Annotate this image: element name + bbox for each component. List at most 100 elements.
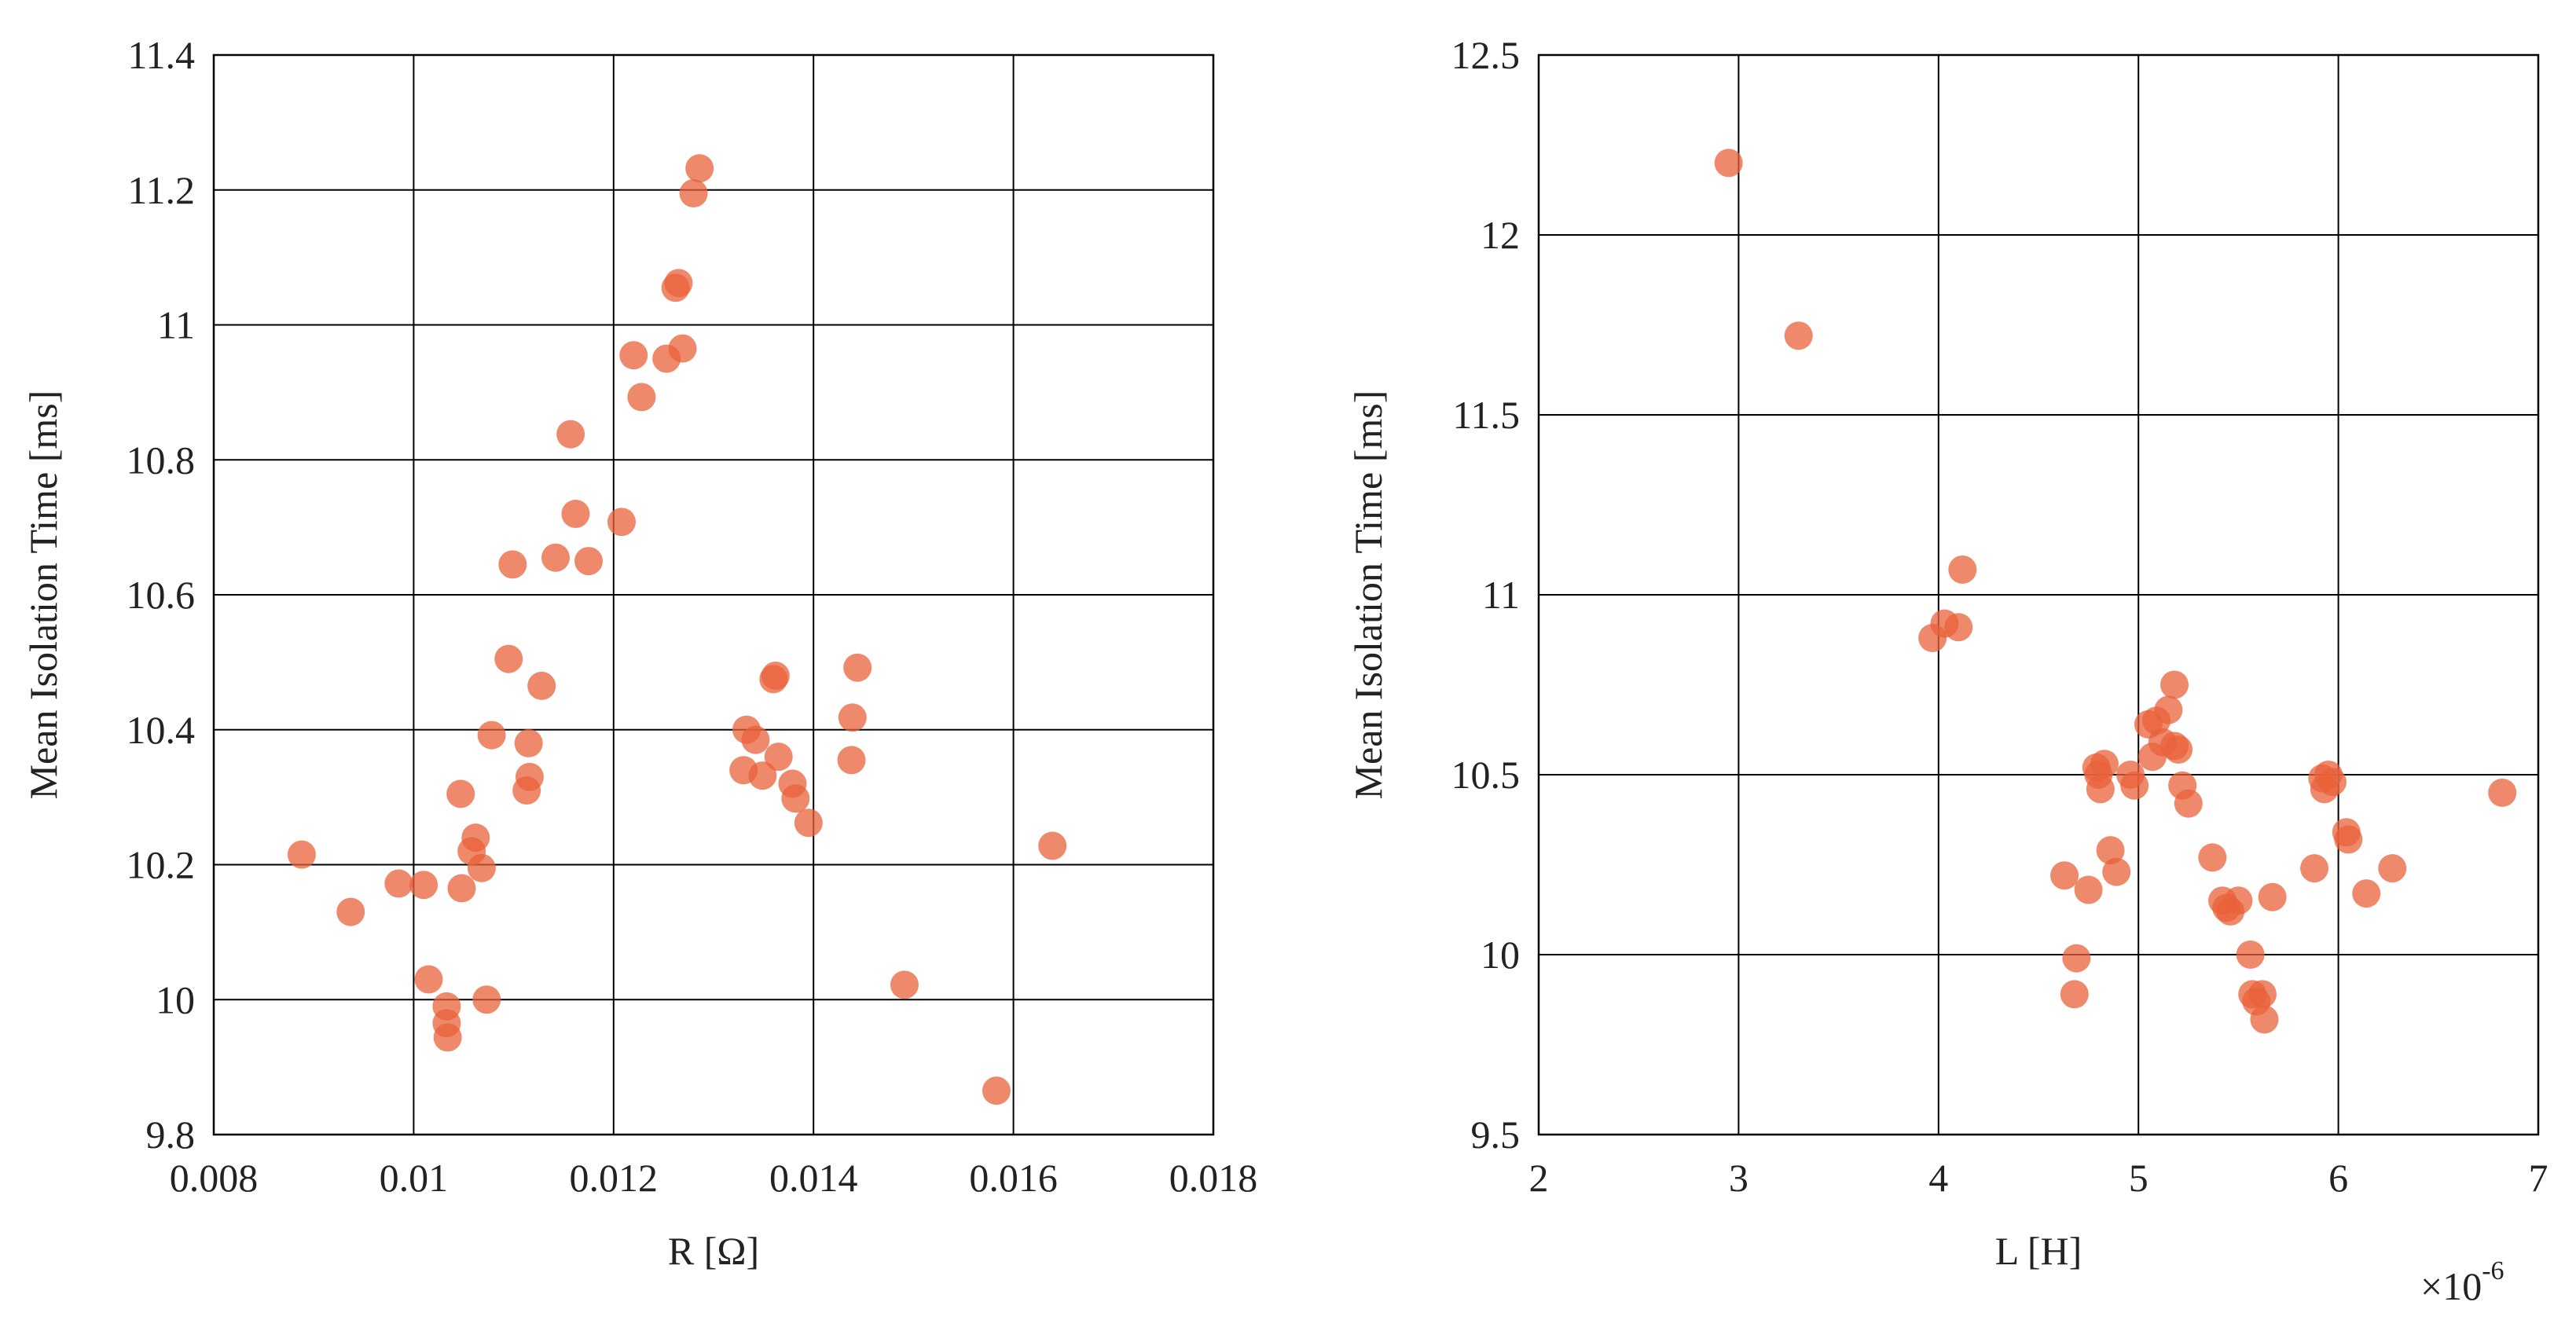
data-point	[2090, 750, 2119, 778]
x-tick-label: 5	[2129, 1156, 2149, 1200]
data-point	[781, 784, 809, 812]
data-point	[409, 871, 438, 899]
x-tick-label: 4	[1928, 1156, 1948, 1200]
x-tick-label: 0.014	[769, 1156, 858, 1200]
data-point	[627, 383, 655, 411]
data-point	[2352, 879, 2380, 908]
y-tick-label: 10.5	[1451, 753, 1521, 797]
data-point	[838, 703, 867, 732]
data-point	[2154, 696, 2182, 724]
data-point	[1715, 148, 1743, 177]
data-point	[669, 335, 697, 363]
data-point	[890, 970, 919, 999]
y-tick-label: 11.5	[1452, 393, 1520, 437]
data-point	[2060, 980, 2089, 1008]
data-point	[541, 544, 570, 572]
data-point	[843, 654, 872, 682]
y-tick-label: 9.8	[146, 1113, 196, 1157]
data-point	[434, 1023, 462, 1051]
y-tick-label: 10.6	[127, 573, 196, 617]
data-point	[494, 645, 523, 673]
data-point	[838, 746, 866, 774]
data-point	[607, 508, 636, 536]
data-point	[561, 500, 589, 528]
y-axis-label: Mean Isolation Time [ms]	[21, 390, 65, 800]
y-tick-label: 10.8	[127, 438, 196, 482]
y-tick-label: 11.2	[127, 168, 195, 212]
data-point	[2102, 858, 2130, 886]
data-point	[2237, 940, 2265, 969]
y-tick-label: 10	[1481, 933, 1520, 977]
data-point	[619, 341, 648, 369]
data-point	[2248, 980, 2277, 1008]
data-point	[1038, 831, 1066, 860]
data-point	[574, 547, 603, 575]
data-point	[472, 985, 501, 1014]
right-scatter-plot: 2 3 4 5 6 79.51010.51111.51212.5L [H]Mean Iso…	[1346, 33, 2548, 1308]
x-tick-label: 0.01	[380, 1156, 449, 1200]
data-point	[2259, 883, 2287, 911]
y-tick-label: 10.2	[127, 843, 196, 887]
x-tick-label: 6	[2328, 1156, 2348, 1200]
y-axis-label: Mean Isolation Time [ms]	[1346, 390, 1390, 800]
data-point	[556, 420, 585, 449]
y-tick-label: 11.4	[127, 33, 195, 77]
data-point	[2164, 735, 2193, 764]
data-point	[414, 965, 442, 993]
left-scatter-plot: 0.008 0.01 0.012 0.014 0.016 0.018 9.8 10 10.2 10…	[21, 33, 1257, 1273]
data-point	[468, 854, 496, 882]
y-tick-label: 10	[156, 977, 195, 1021]
data-point	[2075, 876, 2103, 904]
data-point	[288, 841, 316, 869]
data-point	[741, 726, 769, 754]
data-point	[2086, 775, 2115, 803]
data-point	[2120, 772, 2149, 800]
x-tick-label: 0.008	[170, 1156, 259, 1200]
x-tick-label: 0.016	[969, 1156, 1058, 1200]
data-point	[2300, 854, 2328, 882]
data-point	[2250, 1005, 2278, 1033]
data-point	[1785, 321, 1813, 350]
data-point	[982, 1076, 1011, 1105]
data-point	[461, 823, 490, 852]
x-tick-label: 0.012	[570, 1156, 659, 1200]
data-point	[478, 721, 506, 750]
data-point	[2378, 854, 2406, 882]
data-point	[2160, 671, 2189, 699]
data-point	[2318, 768, 2347, 796]
data-point	[680, 179, 708, 207]
data-point	[446, 779, 475, 808]
data-point	[336, 898, 365, 926]
data-point	[2174, 790, 2203, 818]
x-axis-multiplier: ×10-6	[2420, 1256, 2504, 1308]
y-tick-label: 11	[157, 303, 195, 347]
multiplier-exponent: -6	[2482, 1256, 2504, 1285]
data-point	[2198, 843, 2226, 871]
data-point	[515, 729, 543, 757]
data-point	[765, 742, 793, 771]
data-point	[794, 808, 823, 837]
data-point	[1944, 613, 1972, 641]
data-point	[761, 662, 790, 690]
y-tick-label: 10.4	[127, 708, 196, 752]
data-point	[527, 672, 556, 700]
data-point	[1948, 556, 1976, 584]
data-point	[664, 269, 692, 297]
data-point	[685, 154, 714, 182]
x-axis-label: R [Ω]	[668, 1229, 759, 1273]
data-point	[2488, 779, 2516, 807]
x-tick-label: 2	[1529, 1156, 1549, 1200]
data-point	[2224, 886, 2252, 915]
data-point	[447, 874, 475, 903]
multiplier-base: ×10	[2420, 1264, 2482, 1308]
data-point	[516, 763, 544, 791]
data-point	[2050, 861, 2079, 889]
y-tick-label: 9.5	[1471, 1113, 1521, 1157]
data-point	[2334, 825, 2362, 853]
y-tick-label: 11	[1482, 573, 1520, 617]
y-tick-label: 12	[1481, 213, 1520, 257]
data-point	[2062, 944, 2090, 973]
x-axis-label: L [H]	[1995, 1229, 2082, 1273]
x-tick-label: 0.018	[1169, 1156, 1258, 1200]
